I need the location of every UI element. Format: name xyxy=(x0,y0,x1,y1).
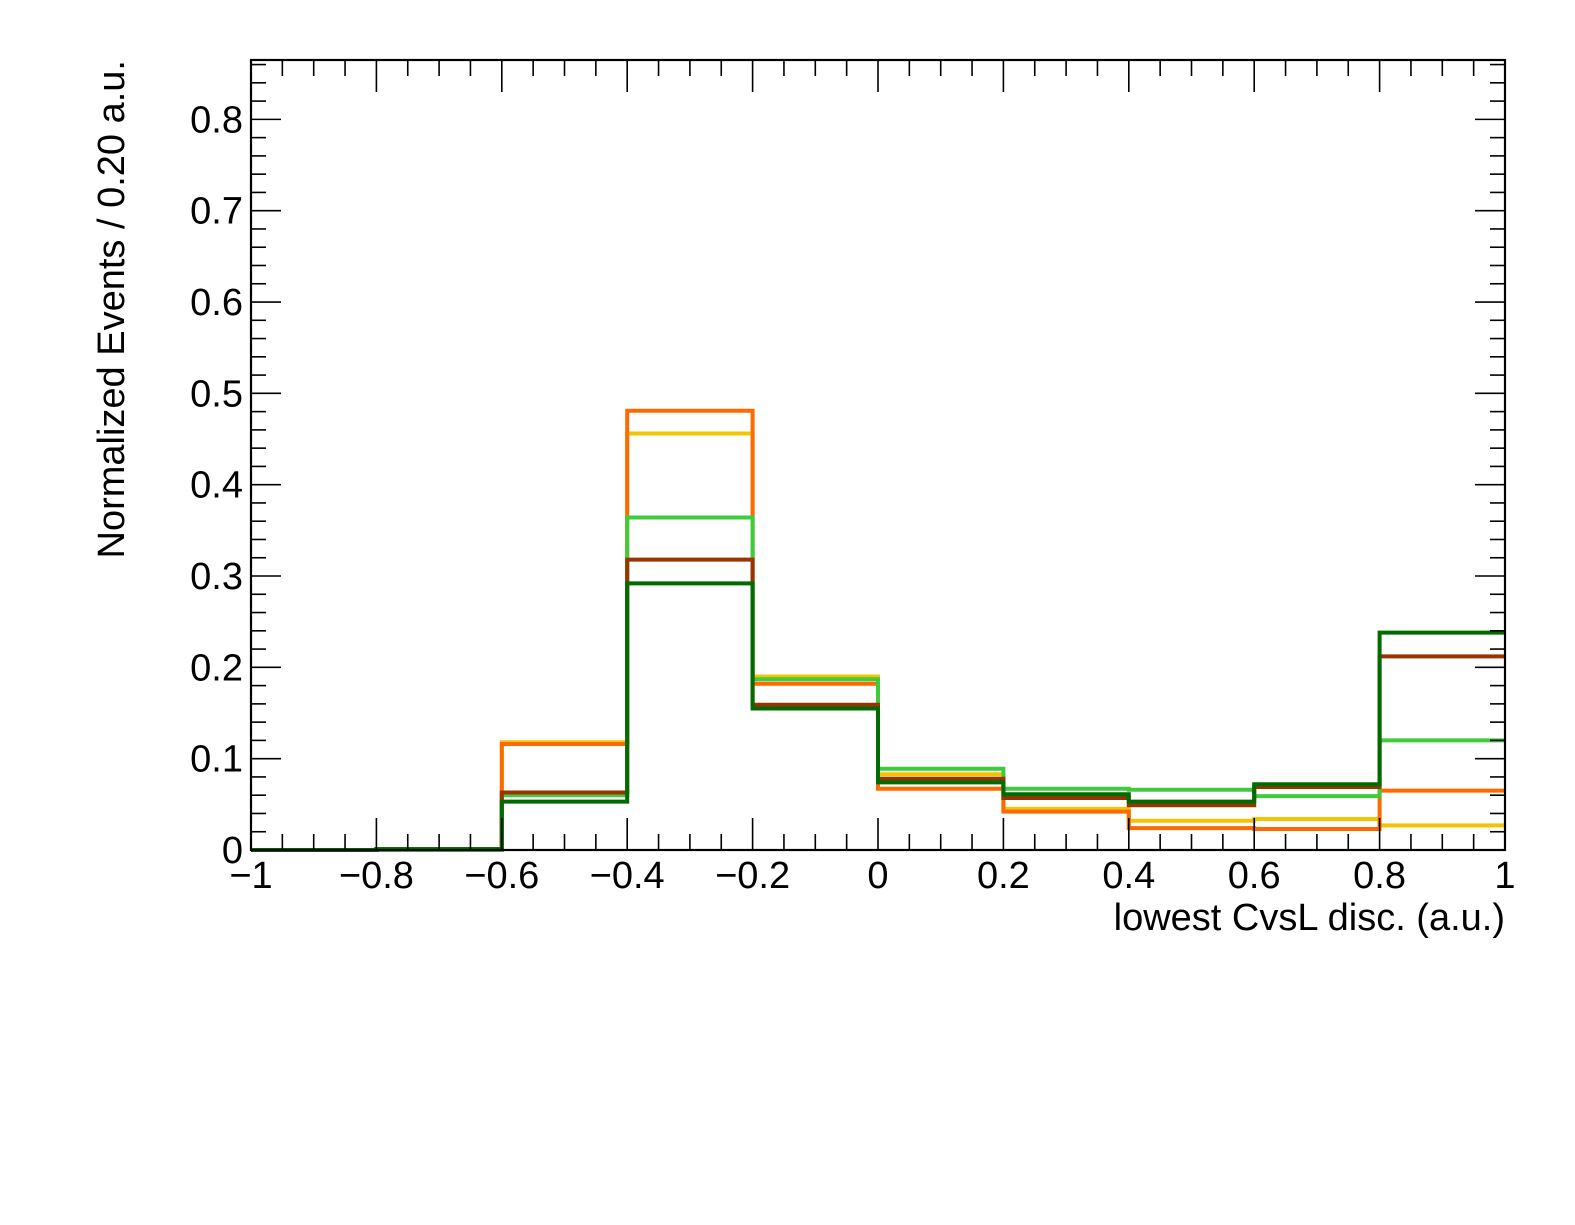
x-axis-title: lowest CvsL disc. (a.u.) xyxy=(1114,897,1505,939)
y-tick-label: 0.3 xyxy=(190,556,243,598)
y-axis-title: Normalized Events / 0.20 a.u. xyxy=(91,60,133,558)
x-tick-label: 0.6 xyxy=(1228,855,1281,897)
x-tick-label: 0.2 xyxy=(977,855,1030,897)
x-tick-label: −0.8 xyxy=(339,855,414,897)
x-tick-label: −0.2 xyxy=(715,855,790,897)
x-tick-label: 0.4 xyxy=(1102,855,1155,897)
y-tick-label: 0.6 xyxy=(190,282,243,324)
y-tick-label: 0.5 xyxy=(190,373,243,415)
plot-frame xyxy=(249,58,1507,852)
x-tick-label: −1 xyxy=(229,855,272,897)
y-tick-label: 0.7 xyxy=(190,191,243,233)
ticks-layer xyxy=(250,60,1506,851)
y-tick-label: 0.4 xyxy=(190,465,243,507)
x-tick-label: −0.4 xyxy=(590,855,665,897)
x-tick-label: 0.8 xyxy=(1353,855,1406,897)
x-tick-label: −0.6 xyxy=(464,855,539,897)
x-tick-label: 1 xyxy=(1494,855,1515,897)
labels-layer: −1 −0.8 −0.6 −0.4 −0.2 0 0.2 0.4 0.6 0.8 1 0 0.1 0.2 0… xyxy=(190,99,1515,897)
y-tick-label: 0 xyxy=(222,830,243,872)
y-tick-label: 0.1 xyxy=(190,739,243,781)
y-tick-label: 0.8 xyxy=(190,99,243,141)
x-tick-label: 0 xyxy=(867,855,888,897)
y-tick-label: 0.2 xyxy=(190,647,243,689)
